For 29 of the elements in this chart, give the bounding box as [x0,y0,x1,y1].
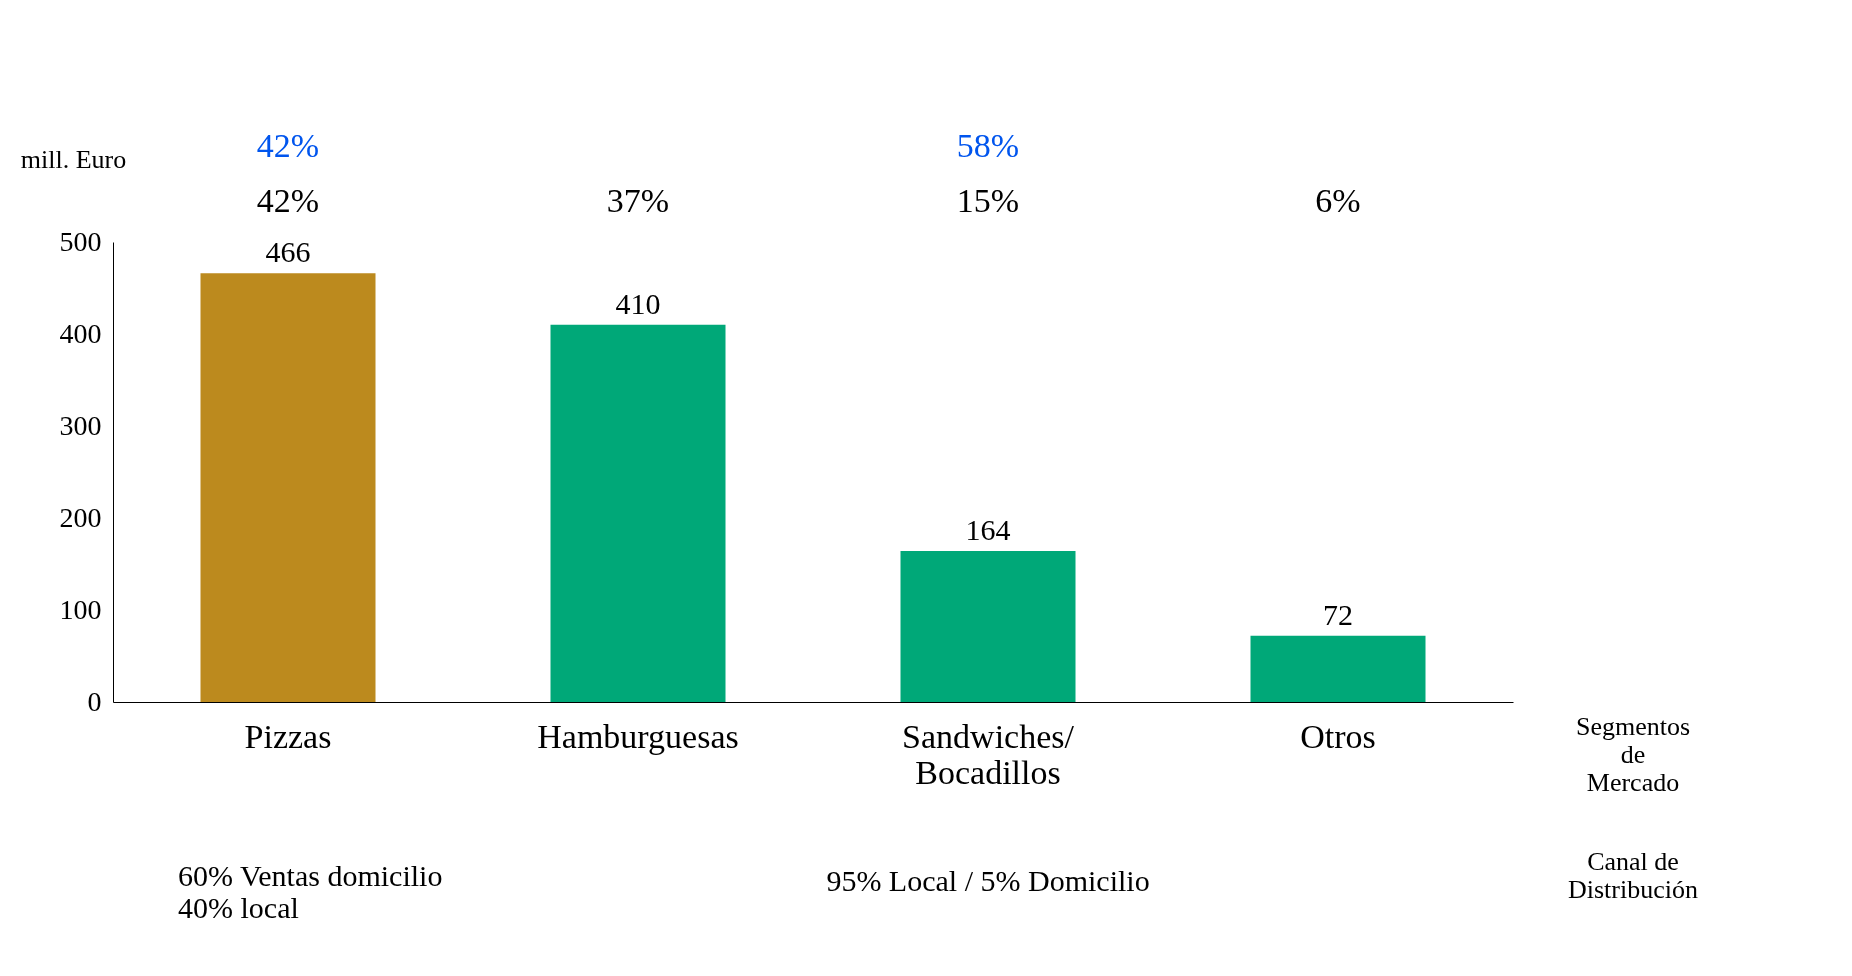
text: 37% [606,182,670,219]
text: 15% [956,182,1020,219]
x-tick-label: Hamburguesas [537,717,739,755]
data-label: 410 [615,286,661,320]
text: 42% [256,127,320,164]
bar [1250,635,1426,702]
y-tick-label: 200 [59,501,102,533]
text: 60% Ventas domicilio 40% local [178,859,443,924]
x-tick-label: Sandwiches/ Bocadillos [902,717,1075,791]
y-tick-label: 300 [59,409,102,441]
y-tick-label: 400 [59,317,102,349]
data-label: 466 [265,235,311,269]
y-tick-label: 100 [59,593,102,625]
bar [200,273,376,702]
y-axis-title: mill. Euro [20,144,127,174]
x-tick-label: Otros [1300,717,1376,755]
bar [550,324,726,702]
text: 58% [956,127,1020,164]
y-tick-label: 500 [59,225,102,257]
text: Canal de Distribución [1568,847,1698,904]
y-tick-label: 0 [87,685,102,717]
bar [900,551,1076,702]
data-label: 164 [965,513,1011,547]
x-tick-label: Pizzas [244,717,332,755]
text: 95% Local / 5% Domicilio [826,864,1150,897]
data-label: 72 [1323,597,1353,631]
text: 6% [1315,182,1361,219]
text: Segmentos de Mercado [1575,712,1691,797]
text: 42% [256,182,320,219]
